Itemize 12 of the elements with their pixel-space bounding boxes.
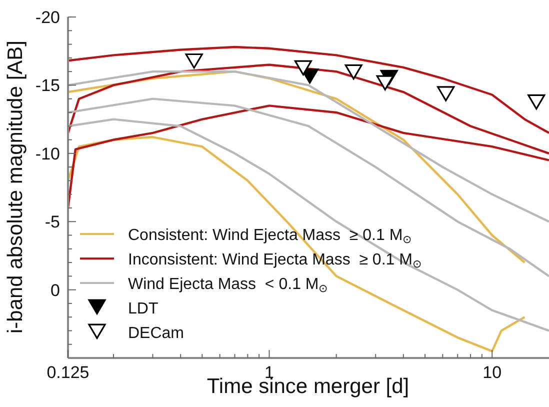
legend-label: Wind Ejecta Mass < 0.1 M$_{⊙}$: [128, 276, 328, 295]
y-tick-label: -10: [35, 144, 60, 164]
legend-label: Consistent: Wind Ejecta Mass ≥ 0.1 M$_{⊙}$: [128, 227, 412, 246]
legend-label: LDT: [128, 300, 158, 318]
y-tick-label: 0: [50, 280, 60, 300]
x-tick-label: 0.125: [46, 363, 90, 382]
y-tick-label: -20: [35, 8, 60, 27]
y-tick-label: -15: [35, 76, 60, 96]
y-tick-label: -5: [44, 212, 60, 232]
x-tick-label: 10: [482, 363, 502, 382]
y-axis-title: i-band absolute magnitude [AB]: [4, 40, 27, 334]
legend-label: DECam: [128, 325, 184, 342]
